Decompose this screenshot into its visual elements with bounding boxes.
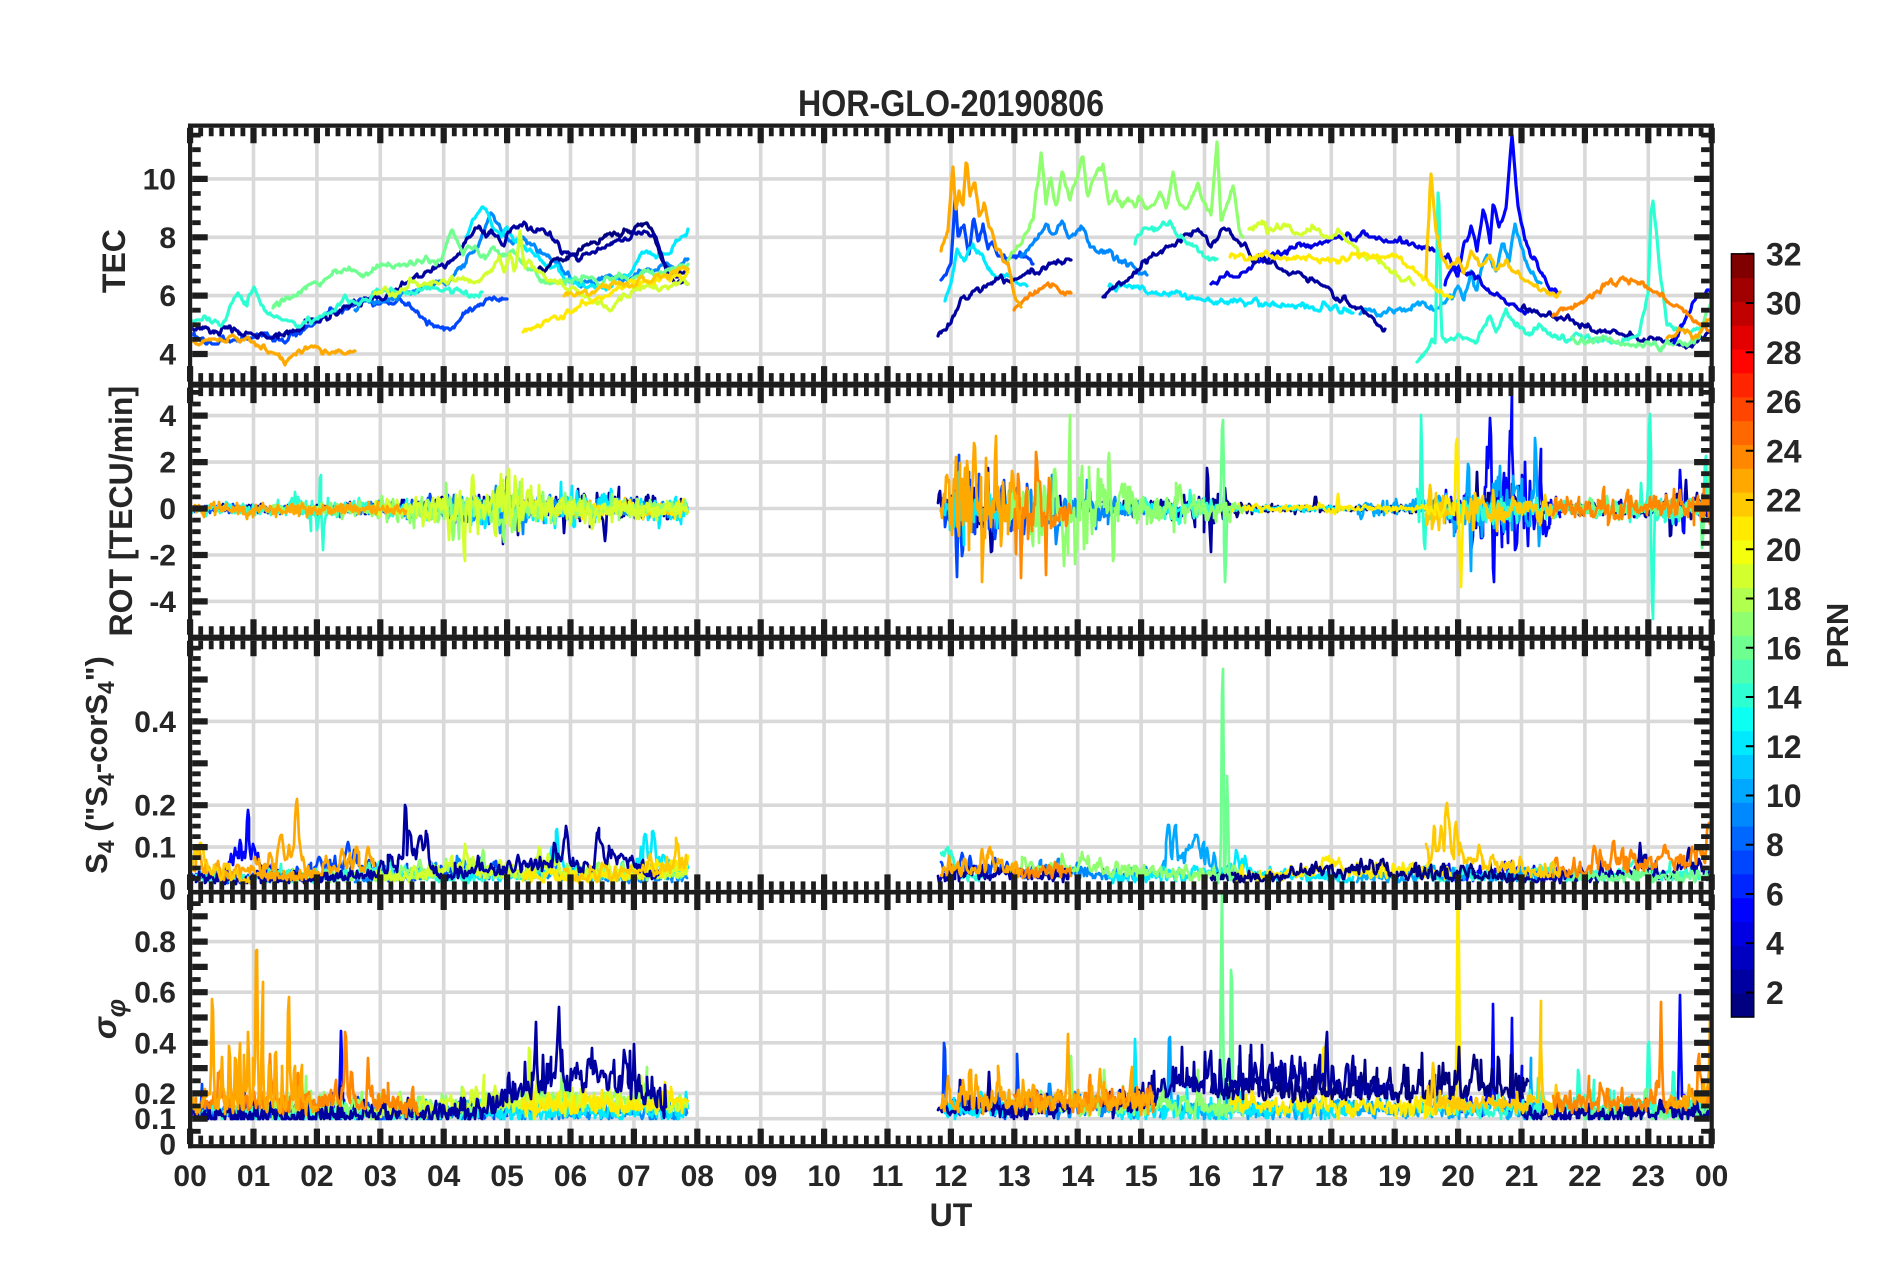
svg-text:18: 18 [1766,581,1802,617]
svg-text:TEC: TEC [96,229,132,293]
svg-text:12: 12 [1766,729,1802,765]
svg-text:07: 07 [617,1160,650,1193]
svg-text:UT: UT [930,1197,973,1233]
svg-text:22: 22 [1568,1160,1601,1193]
svg-text:15: 15 [1124,1160,1157,1193]
svg-text:4: 4 [159,339,176,372]
svg-text:0: 0 [159,493,176,526]
svg-text:10: 10 [1766,778,1802,814]
svg-text:8: 8 [159,222,176,255]
svg-text:HOR-GLO-20190806: HOR-GLO-20190806 [798,83,1104,124]
svg-text:00: 00 [1695,1160,1728,1193]
svg-text:8: 8 [1766,827,1784,863]
svg-text:19: 19 [1378,1160,1411,1193]
svg-text:01: 01 [237,1160,270,1193]
svg-text:20: 20 [1441,1160,1474,1193]
svg-text:0: 0 [159,1129,176,1162]
svg-text:6: 6 [1766,877,1784,913]
svg-text:10: 10 [143,163,176,196]
svg-text:14: 14 [1061,1160,1095,1193]
svg-text:16: 16 [1766,630,1802,666]
svg-text:02: 02 [300,1160,333,1193]
svg-text:30: 30 [1766,286,1802,322]
svg-text:4: 4 [1766,926,1784,962]
svg-text:28: 28 [1766,335,1802,371]
svg-text:23: 23 [1632,1160,1665,1193]
svg-text:13: 13 [998,1160,1031,1193]
svg-text:21: 21 [1505,1160,1538,1193]
svg-text:-2: -2 [149,540,176,573]
svg-text:0.8: 0.8 [134,926,176,959]
svg-text:20: 20 [1766,532,1802,568]
svg-text:ROT [TECU/min]: ROT [TECU/min] [103,386,139,637]
svg-text:22: 22 [1766,483,1802,519]
svg-text:14: 14 [1766,680,1802,716]
svg-text:2: 2 [159,447,176,480]
svg-text:08: 08 [681,1160,714,1193]
svg-text:0.6: 0.6 [134,977,176,1010]
svg-text:0.1: 0.1 [134,1103,176,1136]
svg-text:6: 6 [159,280,176,313]
svg-text:17: 17 [1251,1160,1284,1193]
svg-text:24: 24 [1766,433,1802,469]
svg-text:0: 0 [159,874,176,907]
svg-text:00: 00 [173,1160,206,1193]
svg-text:26: 26 [1766,384,1802,420]
svg-text:0.2: 0.2 [134,1078,176,1111]
svg-text:03: 03 [364,1160,397,1193]
svg-text:18: 18 [1315,1160,1348,1193]
svg-text:16: 16 [1188,1160,1221,1193]
svg-text:11: 11 [872,1160,904,1193]
svg-text:09: 09 [744,1160,777,1193]
svg-text:S4 ("S4-corS4"): S4 ("S4-corS4") [79,656,119,874]
svg-text:32: 32 [1766,236,1802,272]
svg-text:0.2: 0.2 [134,790,176,823]
svg-text:06: 06 [554,1160,587,1193]
svg-text:0.4: 0.4 [134,706,176,739]
svg-text:12: 12 [934,1160,967,1193]
svg-text:10: 10 [807,1160,840,1193]
svg-text:4: 4 [159,400,176,433]
svg-text:PRN: PRN [1820,603,1855,668]
svg-text:04: 04 [427,1160,461,1193]
svg-text:2: 2 [1766,975,1784,1011]
svg-text:-4: -4 [149,586,176,619]
svg-text:05: 05 [490,1160,523,1193]
svg-text:0.4: 0.4 [134,1027,176,1060]
svg-text:0.1: 0.1 [134,832,176,865]
